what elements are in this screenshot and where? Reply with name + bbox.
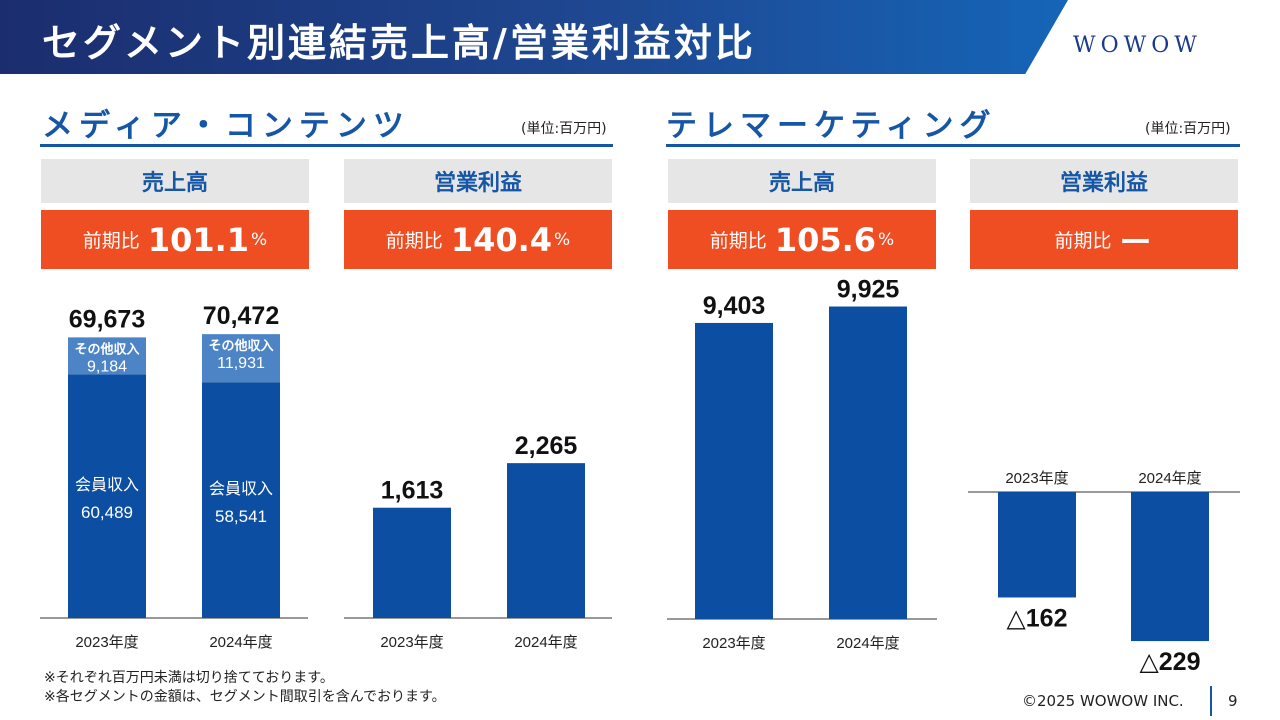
- page-title: セグメント別連結売上高/営業利益対比: [42, 21, 756, 65]
- x-tick-label: 2023年度: [75, 634, 138, 651]
- footnote-rounding: ※それぞれ百万円未満は切り捨てております。: [44, 670, 334, 686]
- ratio-value: ー: [1119, 222, 1152, 261]
- ratio-prefix: 前期比: [385, 230, 443, 252]
- segment-value-label: 60,489: [81, 503, 133, 522]
- bar: [695, 322, 773, 619]
- panel-label-tele-sales: 売上高: [668, 159, 936, 203]
- value-label: 1,613: [381, 477, 444, 505]
- wowow-logo: WOWOW: [1073, 33, 1202, 58]
- segment-value-label: 58,541: [215, 507, 267, 526]
- segment-value-label: 11,931: [217, 355, 265, 372]
- segment-name-label: 会員収入: [75, 476, 139, 494]
- segment-name-label: その他収入: [74, 341, 139, 356]
- ratio-value: 105.6: [774, 220, 877, 259]
- value-label: △162: [1007, 604, 1068, 632]
- page-divider: [1210, 686, 1212, 716]
- page-number: 9: [1228, 692, 1238, 710]
- x-tick-label: 2024年度: [836, 635, 899, 652]
- header: セグメント別連結売上高/営業利益対比 WOWOW: [0, 0, 1280, 74]
- ratio-prefix: 前期比: [82, 230, 140, 252]
- section-rule-media: [40, 144, 613, 147]
- chart-media-profit-svg: 1,613 2023年度 2,265 2024年度: [344, 432, 612, 651]
- panel-label-media-profit: 営業利益: [344, 159, 612, 203]
- panel-label-tele-profit: 営業利益: [970, 159, 1238, 203]
- chart-media-profit: 1,613 2023年度 2,265 2024年度: [344, 290, 612, 665]
- segment-name-label: 会員収入: [209, 480, 273, 498]
- total-value-label: 70,472: [203, 302, 279, 330]
- copyright: ©2025 WOWOW INC.: [1022, 692, 1184, 710]
- ratio-box-media-sales: 前期比 101.1 %: [41, 210, 309, 269]
- total-value-label: 69,673: [69, 305, 145, 333]
- ratio-prefix: 前期比: [709, 230, 767, 252]
- value-label: 2,265: [515, 432, 578, 460]
- bar-member-revenue: [68, 374, 146, 618]
- chart-media-sales-svg: 会員収入60,489その他収入9,18469,6732023年度会員収入58,5…: [40, 302, 308, 651]
- chart-tele-profit-svg: △162 2023年度 △229 2024年度: [968, 470, 1240, 676]
- panel-label-media-sales: 売上高: [41, 159, 309, 203]
- bar-other-revenue: [202, 334, 280, 383]
- header-bar: [0, 0, 1068, 74]
- ratio-value: 140.4: [450, 220, 553, 259]
- bar-other-revenue: [68, 337, 146, 375]
- x-tick-label: 2023年度: [1005, 470, 1068, 487]
- chart-tele-profit: △162 2023年度 △229 2024年度: [968, 460, 1240, 685]
- section-rule-telemarketing: [666, 144, 1240, 147]
- segment-name-label: その他収入: [208, 338, 273, 353]
- ratio-prefix: 前期比: [1054, 230, 1112, 252]
- bar: [998, 492, 1076, 598]
- unit-label-telemarketing: (単位:百万円): [1145, 121, 1231, 137]
- ratio-unit: %: [251, 229, 268, 250]
- x-tick-label: 2024年度: [514, 634, 577, 651]
- ratio-box-tele-profit: 前期比 ー: [970, 210, 1238, 269]
- bar: [829, 306, 907, 619]
- ratio-unit: %: [554, 229, 571, 250]
- x-tick-label: 2023年度: [380, 634, 443, 651]
- segment-value-label: 9,184: [87, 358, 127, 375]
- value-label: 9,403: [703, 292, 766, 320]
- value-label: △229: [1140, 648, 1201, 676]
- section-title-media: メディア・コンテンツ: [42, 108, 410, 144]
- unit-label-media: (単位:百万円): [521, 121, 607, 137]
- ratio-box-media-profit: 前期比 140.4 %: [344, 210, 612, 269]
- ratio-value: 101.1: [147, 220, 250, 259]
- chart-media-sales: 会員収入 60,489 その他収入 9,184 69,673 2023年度 会員収入 58,5…: [40, 290, 308, 665]
- section-title-telemarketing: テレマーケティング: [666, 108, 997, 144]
- x-tick-label: 2024年度: [1138, 470, 1201, 487]
- x-tick-label: 2023年度: [702, 635, 765, 652]
- footnote-intersegment: ※各セグメントの金額は、セグメント間取引を含んでおります。: [44, 689, 446, 705]
- bar: [507, 463, 585, 618]
- bar: [373, 507, 451, 618]
- ratio-unit: %: [878, 229, 895, 250]
- chart-tele-sales-svg: 9,403 2023年度 9,925 2024年度: [667, 276, 937, 652]
- value-label: 9,925: [837, 276, 900, 304]
- chart-tele-sales: 9,403 2023年度 9,925 2024年度: [667, 270, 937, 665]
- ratio-box-tele-sales: 前期比 105.6 %: [668, 210, 936, 269]
- x-tick-label: 2024年度: [209, 634, 272, 651]
- bar-member-revenue: [202, 382, 280, 618]
- bar: [1131, 492, 1209, 642]
